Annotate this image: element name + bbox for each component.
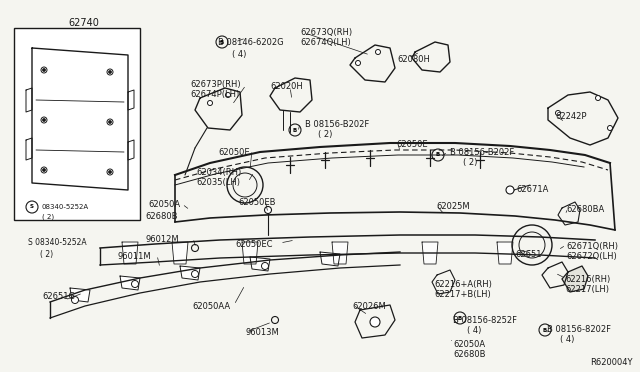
- Circle shape: [191, 270, 198, 278]
- Polygon shape: [122, 242, 138, 264]
- Text: 62050A: 62050A: [453, 340, 485, 349]
- Text: 62242P: 62242P: [555, 112, 586, 121]
- Text: S 08340-5252A: S 08340-5252A: [28, 238, 86, 247]
- Polygon shape: [172, 242, 188, 264]
- Text: B 08156-B202F: B 08156-B202F: [450, 148, 515, 157]
- Circle shape: [506, 186, 514, 194]
- Text: ( 4): ( 4): [560, 335, 574, 344]
- Text: B: B: [436, 153, 440, 157]
- Polygon shape: [242, 242, 258, 264]
- Text: ( 2): ( 2): [40, 250, 53, 259]
- Circle shape: [107, 119, 113, 125]
- Text: 96013M: 96013M: [246, 328, 280, 337]
- Text: 62674P(LH): 62674P(LH): [190, 90, 239, 99]
- Text: B 08156-8202F: B 08156-8202F: [547, 325, 611, 334]
- Bar: [14, 28, 140, 220]
- Circle shape: [207, 100, 212, 106]
- Text: 62216(RH): 62216(RH): [565, 275, 611, 284]
- Circle shape: [42, 119, 45, 122]
- Text: 96012M: 96012M: [145, 235, 179, 244]
- Text: 08340-5252A: 08340-5252A: [42, 204, 89, 210]
- Text: B 08156-8252F: B 08156-8252F: [453, 316, 517, 325]
- Text: B 08156-B202F: B 08156-B202F: [305, 120, 369, 129]
- Text: B: B: [293, 128, 297, 132]
- Circle shape: [42, 68, 45, 71]
- Text: 62025M: 62025M: [436, 202, 470, 211]
- Text: 62740: 62740: [68, 18, 99, 28]
- Text: 62672Q(LH): 62672Q(LH): [566, 252, 617, 261]
- Text: 62217(LH): 62217(LH): [565, 285, 609, 294]
- Text: 62080H: 62080H: [397, 55, 430, 64]
- Circle shape: [264, 206, 271, 214]
- Polygon shape: [70, 288, 90, 302]
- Circle shape: [109, 71, 111, 74]
- Text: 62050EC: 62050EC: [235, 240, 273, 249]
- Circle shape: [556, 110, 561, 115]
- Circle shape: [41, 167, 47, 173]
- Text: 62050E: 62050E: [396, 140, 428, 149]
- Text: 62674Q(LH): 62674Q(LH): [300, 38, 351, 47]
- Polygon shape: [562, 266, 588, 292]
- Circle shape: [109, 121, 111, 124]
- Circle shape: [595, 96, 600, 100]
- Text: 62216+A(RH): 62216+A(RH): [434, 280, 492, 289]
- Text: ( 4): ( 4): [467, 326, 481, 335]
- Text: 62651G: 62651G: [42, 292, 75, 301]
- Text: R620004Y: R620004Y: [590, 358, 632, 367]
- Circle shape: [607, 125, 612, 131]
- Text: 62050AA: 62050AA: [192, 302, 230, 311]
- Text: 62050EB: 62050EB: [238, 198, 275, 207]
- Circle shape: [107, 69, 113, 75]
- Text: ( 2): ( 2): [463, 158, 477, 167]
- Text: 62035(LH): 62035(LH): [196, 178, 240, 187]
- Circle shape: [131, 280, 138, 288]
- Text: ( 2): ( 2): [42, 214, 54, 220]
- Circle shape: [72, 296, 79, 304]
- Circle shape: [41, 67, 47, 73]
- Circle shape: [41, 117, 47, 123]
- Polygon shape: [332, 242, 348, 264]
- Text: 62050E: 62050E: [218, 148, 250, 157]
- Text: B: B: [458, 315, 462, 321]
- Text: B: B: [220, 39, 224, 45]
- Circle shape: [109, 170, 111, 173]
- Text: 62671Q(RH): 62671Q(RH): [566, 242, 618, 251]
- Circle shape: [262, 263, 269, 269]
- Circle shape: [370, 317, 380, 327]
- Polygon shape: [250, 257, 270, 271]
- Circle shape: [107, 169, 113, 175]
- Polygon shape: [320, 252, 340, 266]
- Text: 62673P(RH): 62673P(RH): [190, 80, 241, 89]
- Text: 62034(RH): 62034(RH): [196, 168, 241, 177]
- Text: 96011M: 96011M: [118, 252, 152, 261]
- Text: B 08146-6202G: B 08146-6202G: [218, 38, 284, 47]
- Polygon shape: [120, 276, 140, 290]
- Polygon shape: [497, 242, 513, 264]
- Polygon shape: [180, 266, 200, 280]
- Polygon shape: [422, 242, 438, 264]
- Text: ( 4): ( 4): [232, 50, 246, 59]
- Text: ( 2): ( 2): [318, 130, 332, 139]
- Text: B: B: [543, 327, 547, 333]
- Text: 62026M: 62026M: [352, 302, 386, 311]
- Text: 62671A: 62671A: [516, 185, 548, 194]
- Text: 62680B: 62680B: [453, 350, 486, 359]
- Circle shape: [225, 93, 230, 97]
- Text: 62217+B(LH): 62217+B(LH): [434, 290, 491, 299]
- Text: 62673Q(RH): 62673Q(RH): [300, 28, 352, 37]
- Text: S: S: [30, 205, 34, 209]
- Text: 62651: 62651: [515, 250, 541, 259]
- Text: 62020H: 62020H: [270, 82, 303, 91]
- Circle shape: [355, 61, 360, 65]
- Circle shape: [376, 49, 381, 55]
- Circle shape: [42, 169, 45, 171]
- Text: 62050A: 62050A: [148, 200, 180, 209]
- Text: 62680BA: 62680BA: [566, 205, 604, 214]
- Text: 62680B: 62680B: [145, 212, 177, 221]
